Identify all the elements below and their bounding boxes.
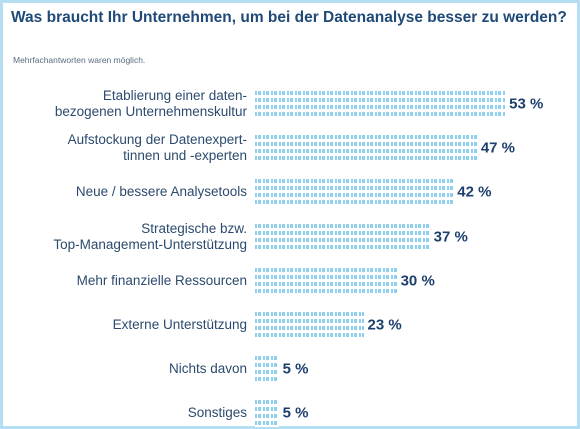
category-label: Etablierung einer daten- bezogenen Unter…: [54, 88, 247, 119]
value-label: 5 %: [282, 404, 309, 422]
chart-title: Was braucht Ihr Unternehmen, um bei der …: [11, 9, 567, 26]
value-label: 5 %: [282, 360, 309, 378]
bar: [255, 355, 279, 384]
value-label: 53 %: [509, 95, 544, 113]
bar: [255, 399, 279, 428]
value-label: 47 %: [480, 139, 516, 157]
value-label: 30 %: [400, 272, 435, 290]
bar: [255, 266, 397, 295]
bar: [255, 222, 430, 251]
category-label: Sonstiges: [187, 405, 247, 421]
category-label: Mehr finanzielle Ressourcen: [76, 272, 247, 288]
bar: [255, 311, 364, 339]
bar: [255, 178, 454, 207]
bar: [255, 90, 506, 118]
chart-subtitle: Mehrfachantworten waren möglich.: [13, 55, 146, 65]
category-label: Nichts davon: [168, 361, 247, 377]
category-label: Externe Unterstützung: [112, 317, 247, 332]
category-label: Neue / bessere Analysetools: [75, 184, 247, 200]
category-label: Strategische bzw. Top-Management-Unterst…: [53, 220, 247, 252]
value-label: 23 %: [367, 316, 402, 334]
bar: [255, 134, 477, 163]
value-label: 37 %: [433, 228, 468, 246]
value-label: 42 %: [457, 183, 492, 201]
category-label: Aufstockung der Datenexpert- tinnen und …: [67, 132, 247, 164]
